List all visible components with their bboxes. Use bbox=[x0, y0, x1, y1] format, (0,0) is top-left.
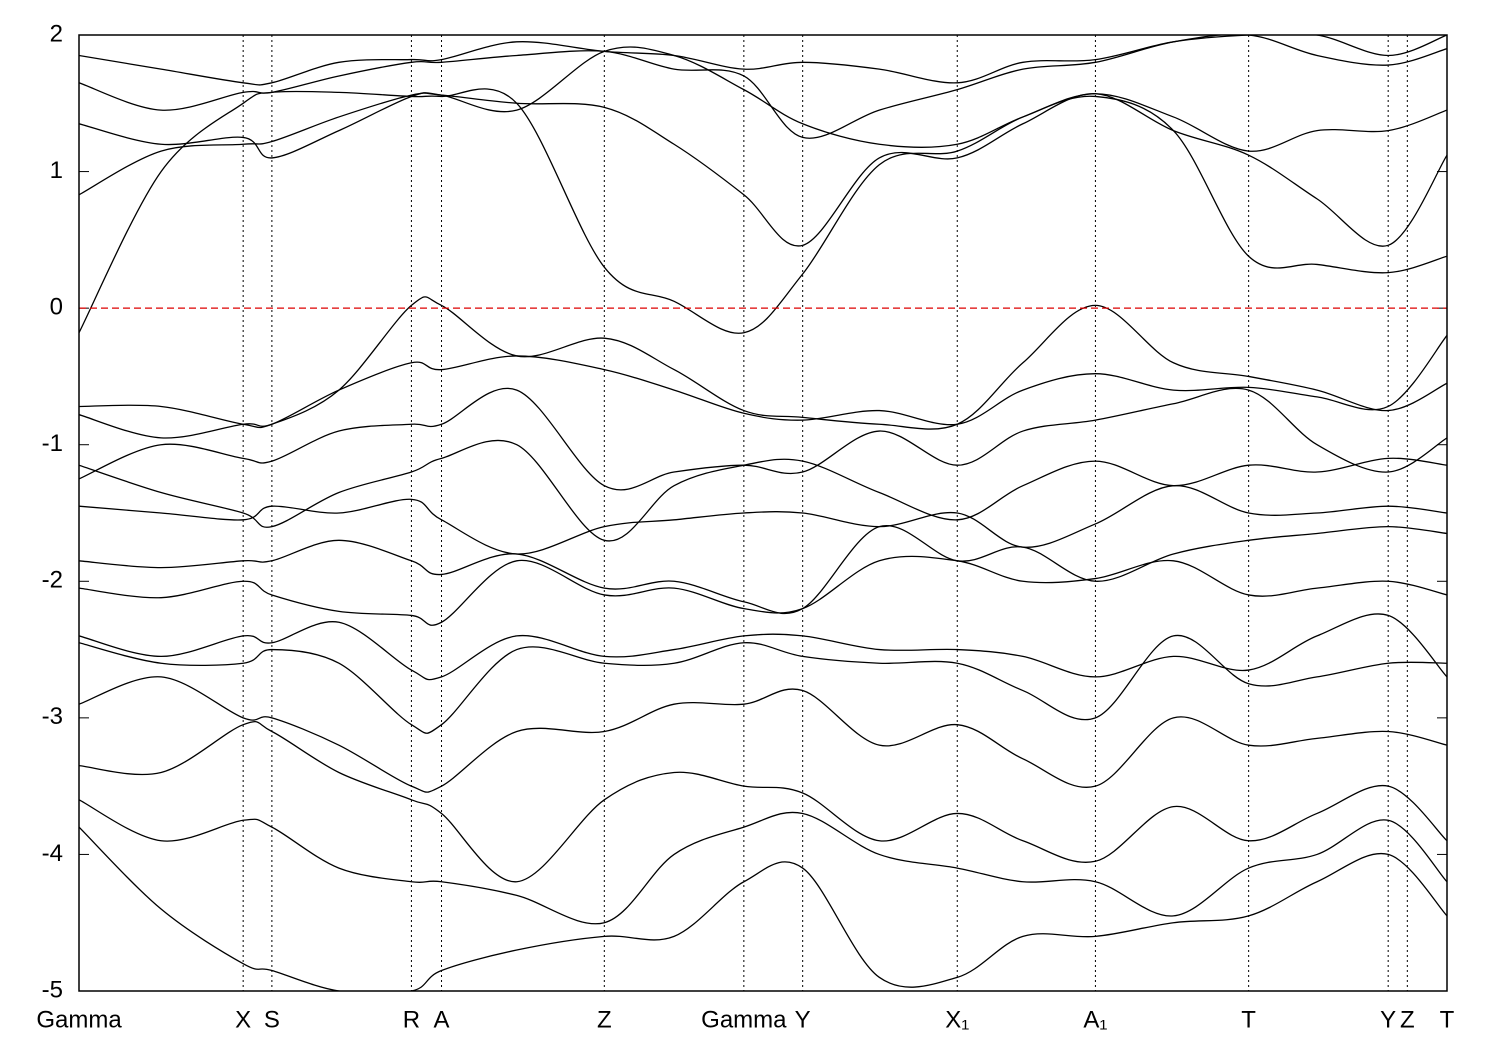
x-tick-label: Z bbox=[1400, 1006, 1415, 1033]
x-tick-label: T bbox=[1241, 1006, 1256, 1033]
y-tick-label: -3 bbox=[42, 703, 63, 730]
band-line bbox=[79, 555, 1447, 626]
y-tick-label: 2 bbox=[50, 20, 63, 47]
band-line bbox=[79, 35, 1447, 86]
y-tick-label: -2 bbox=[42, 567, 63, 594]
band-line bbox=[79, 826, 1447, 991]
plot-frame bbox=[78, 34, 1448, 992]
y-tick-label: -1 bbox=[42, 430, 63, 457]
band-line bbox=[79, 524, 1447, 615]
y-tick-label: 0 bbox=[50, 293, 63, 320]
y-tick-label: 1 bbox=[50, 157, 63, 184]
band-line bbox=[79, 439, 1447, 542]
band-line bbox=[79, 296, 1447, 430]
x-tick-label: Gamma bbox=[36, 1006, 122, 1033]
x-tick-label: S bbox=[264, 1006, 280, 1033]
x-tick-label: Z bbox=[597, 1006, 612, 1033]
x-tick-label: X₁ bbox=[945, 1006, 969, 1033]
band-line bbox=[79, 676, 1447, 793]
band-line bbox=[79, 92, 1447, 247]
bands bbox=[79, 35, 1447, 991]
x-tick-label: R bbox=[403, 1006, 420, 1033]
x-tick-label: Y bbox=[1380, 1006, 1396, 1033]
y-tick-label: -4 bbox=[42, 840, 63, 867]
band-line bbox=[79, 634, 1447, 734]
band-line bbox=[79, 613, 1447, 681]
band-line bbox=[79, 335, 1447, 439]
y-tick-label: -5 bbox=[42, 976, 63, 1003]
band-line bbox=[79, 799, 1447, 925]
band-line bbox=[79, 721, 1447, 883]
x-tick-label: Y bbox=[795, 1006, 811, 1033]
x-tick-label: Gamma bbox=[701, 1006, 787, 1033]
band-line bbox=[79, 46, 1447, 159]
x-tick-label: A bbox=[434, 1006, 450, 1033]
band-line bbox=[79, 485, 1447, 555]
x-tick-label: A₁ bbox=[1083, 1006, 1107, 1033]
x-tick-label: T bbox=[1440, 1006, 1455, 1033]
x-tick-label: X bbox=[235, 1006, 251, 1033]
